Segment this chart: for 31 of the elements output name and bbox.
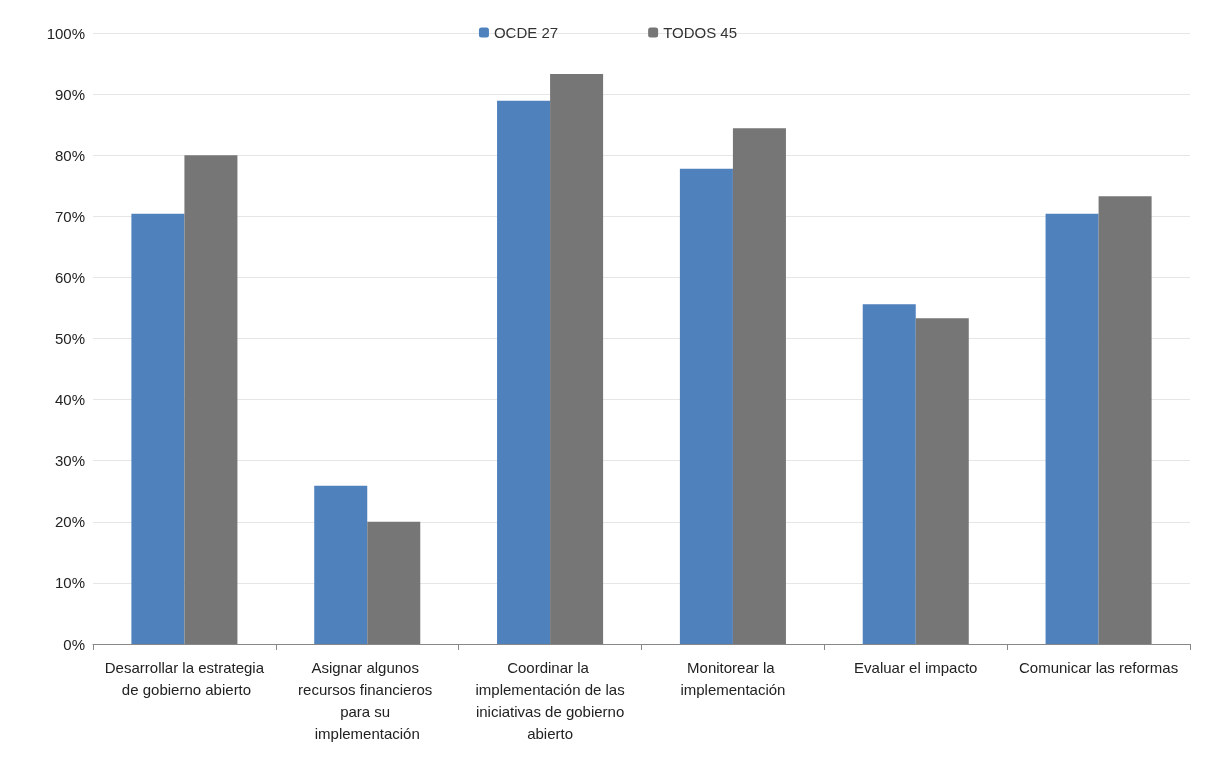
y-tick-label: 30% bbox=[54, 452, 85, 470]
bar bbox=[732, 128, 786, 644]
x-tick-label: Coordinar la implementación de las iniciativas de gobierno abierto bbox=[471, 658, 629, 742]
y-tick-label: 10% bbox=[54, 574, 85, 592]
legend-label: TODOS 45 bbox=[663, 24, 738, 41]
bar bbox=[862, 304, 916, 644]
y-tick-label: 0% bbox=[63, 635, 85, 653]
y-tick-label: 40% bbox=[54, 391, 85, 409]
bar bbox=[367, 521, 421, 644]
bar bbox=[915, 318, 969, 644]
y-tick-label: 90% bbox=[54, 85, 85, 103]
bar bbox=[1045, 213, 1099, 644]
y-tick-label: 80% bbox=[54, 146, 85, 164]
x-tick-label: Evaluar el impacto bbox=[854, 658, 978, 676]
y-tick-label: 60% bbox=[54, 268, 85, 286]
bar bbox=[497, 100, 551, 644]
legend-label: OCDE 27 bbox=[493, 24, 559, 41]
bar bbox=[314, 485, 368, 644]
y-tick-label: 50% bbox=[54, 330, 85, 347]
x-tick-label: Asignar algunos recursos financieros para su implementación bbox=[298, 658, 437, 742]
x-tick-label: Comunicar las reformas bbox=[1018, 658, 1179, 676]
x-tick-label: Monitorear la implementación bbox=[680, 658, 786, 698]
bar bbox=[184, 155, 238, 644]
bar bbox=[1098, 196, 1152, 644]
y-tick-label: 70% bbox=[54, 207, 85, 225]
bar bbox=[550, 73, 604, 644]
bar bbox=[679, 168, 733, 644]
bar bbox=[131, 213, 185, 644]
x-tick-label: Desarrollar la estrategia de gobierno abierto bbox=[104, 658, 265, 698]
y-tick-label: 20% bbox=[54, 513, 85, 531]
y-tick-label: 100% bbox=[46, 24, 85, 42]
